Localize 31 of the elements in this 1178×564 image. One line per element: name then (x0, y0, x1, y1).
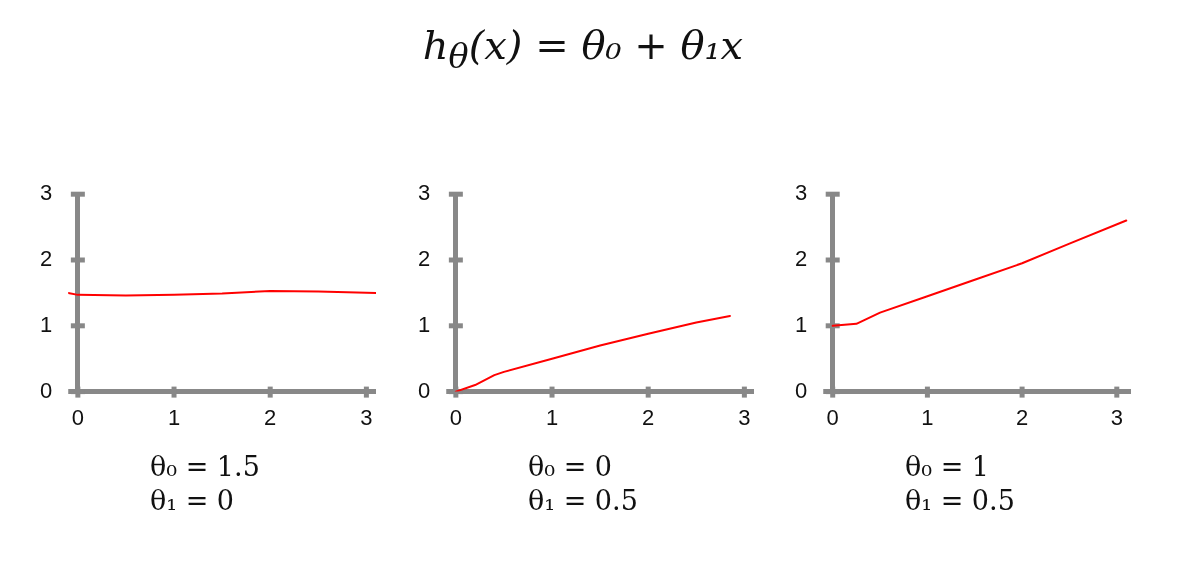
text: θ₀ = 1.5 (149, 450, 261, 484)
y-tick-label: 3 (417, 180, 431, 206)
text: θ₁ = 0.5 (904, 484, 1016, 518)
y-tick-label: 3 (39, 180, 53, 206)
text: θ₁ = 0.5 (527, 484, 639, 518)
x-tick-label: 0 (449, 404, 462, 430)
y-tick-label: 0 (794, 377, 808, 403)
x-tick-label: 3 (1110, 404, 1123, 430)
x-tick-label: 1 (921, 404, 934, 430)
y-tick-label: 0 (39, 377, 53, 403)
x-tick-label: 0 (826, 404, 839, 430)
x-tick-label: 1 (167, 404, 181, 430)
chart-title: h$_{θ}$(x) = θ₀ + θ₁x (421, 22, 745, 76)
y-tick-label: 1 (417, 311, 431, 337)
y-tick-label: 2 (39, 246, 53, 272)
y-tick-label: 3 (794, 180, 808, 206)
y-tick-label: 2 (417, 246, 431, 272)
x-tick-label: 2 (642, 404, 655, 430)
x-tick-label: 1 (545, 404, 559, 430)
y-tick-label: 1 (794, 311, 808, 337)
y-tick-label: 0 (417, 377, 431, 403)
x-tick-label: 0 (71, 404, 84, 430)
text: θ₀ = 0 (527, 450, 614, 484)
text: θ₁ = 0 (149, 484, 236, 518)
x-tick-label: 2 (1015, 404, 1029, 430)
x-tick-label: 3 (360, 404, 373, 430)
y-tick-label: 2 (794, 246, 808, 272)
x-tick-label: 2 (264, 404, 277, 430)
x-tick-label: 3 (738, 404, 751, 430)
text: θ₀ = 1 (904, 450, 991, 484)
y-tick-label: 1 (39, 311, 53, 337)
